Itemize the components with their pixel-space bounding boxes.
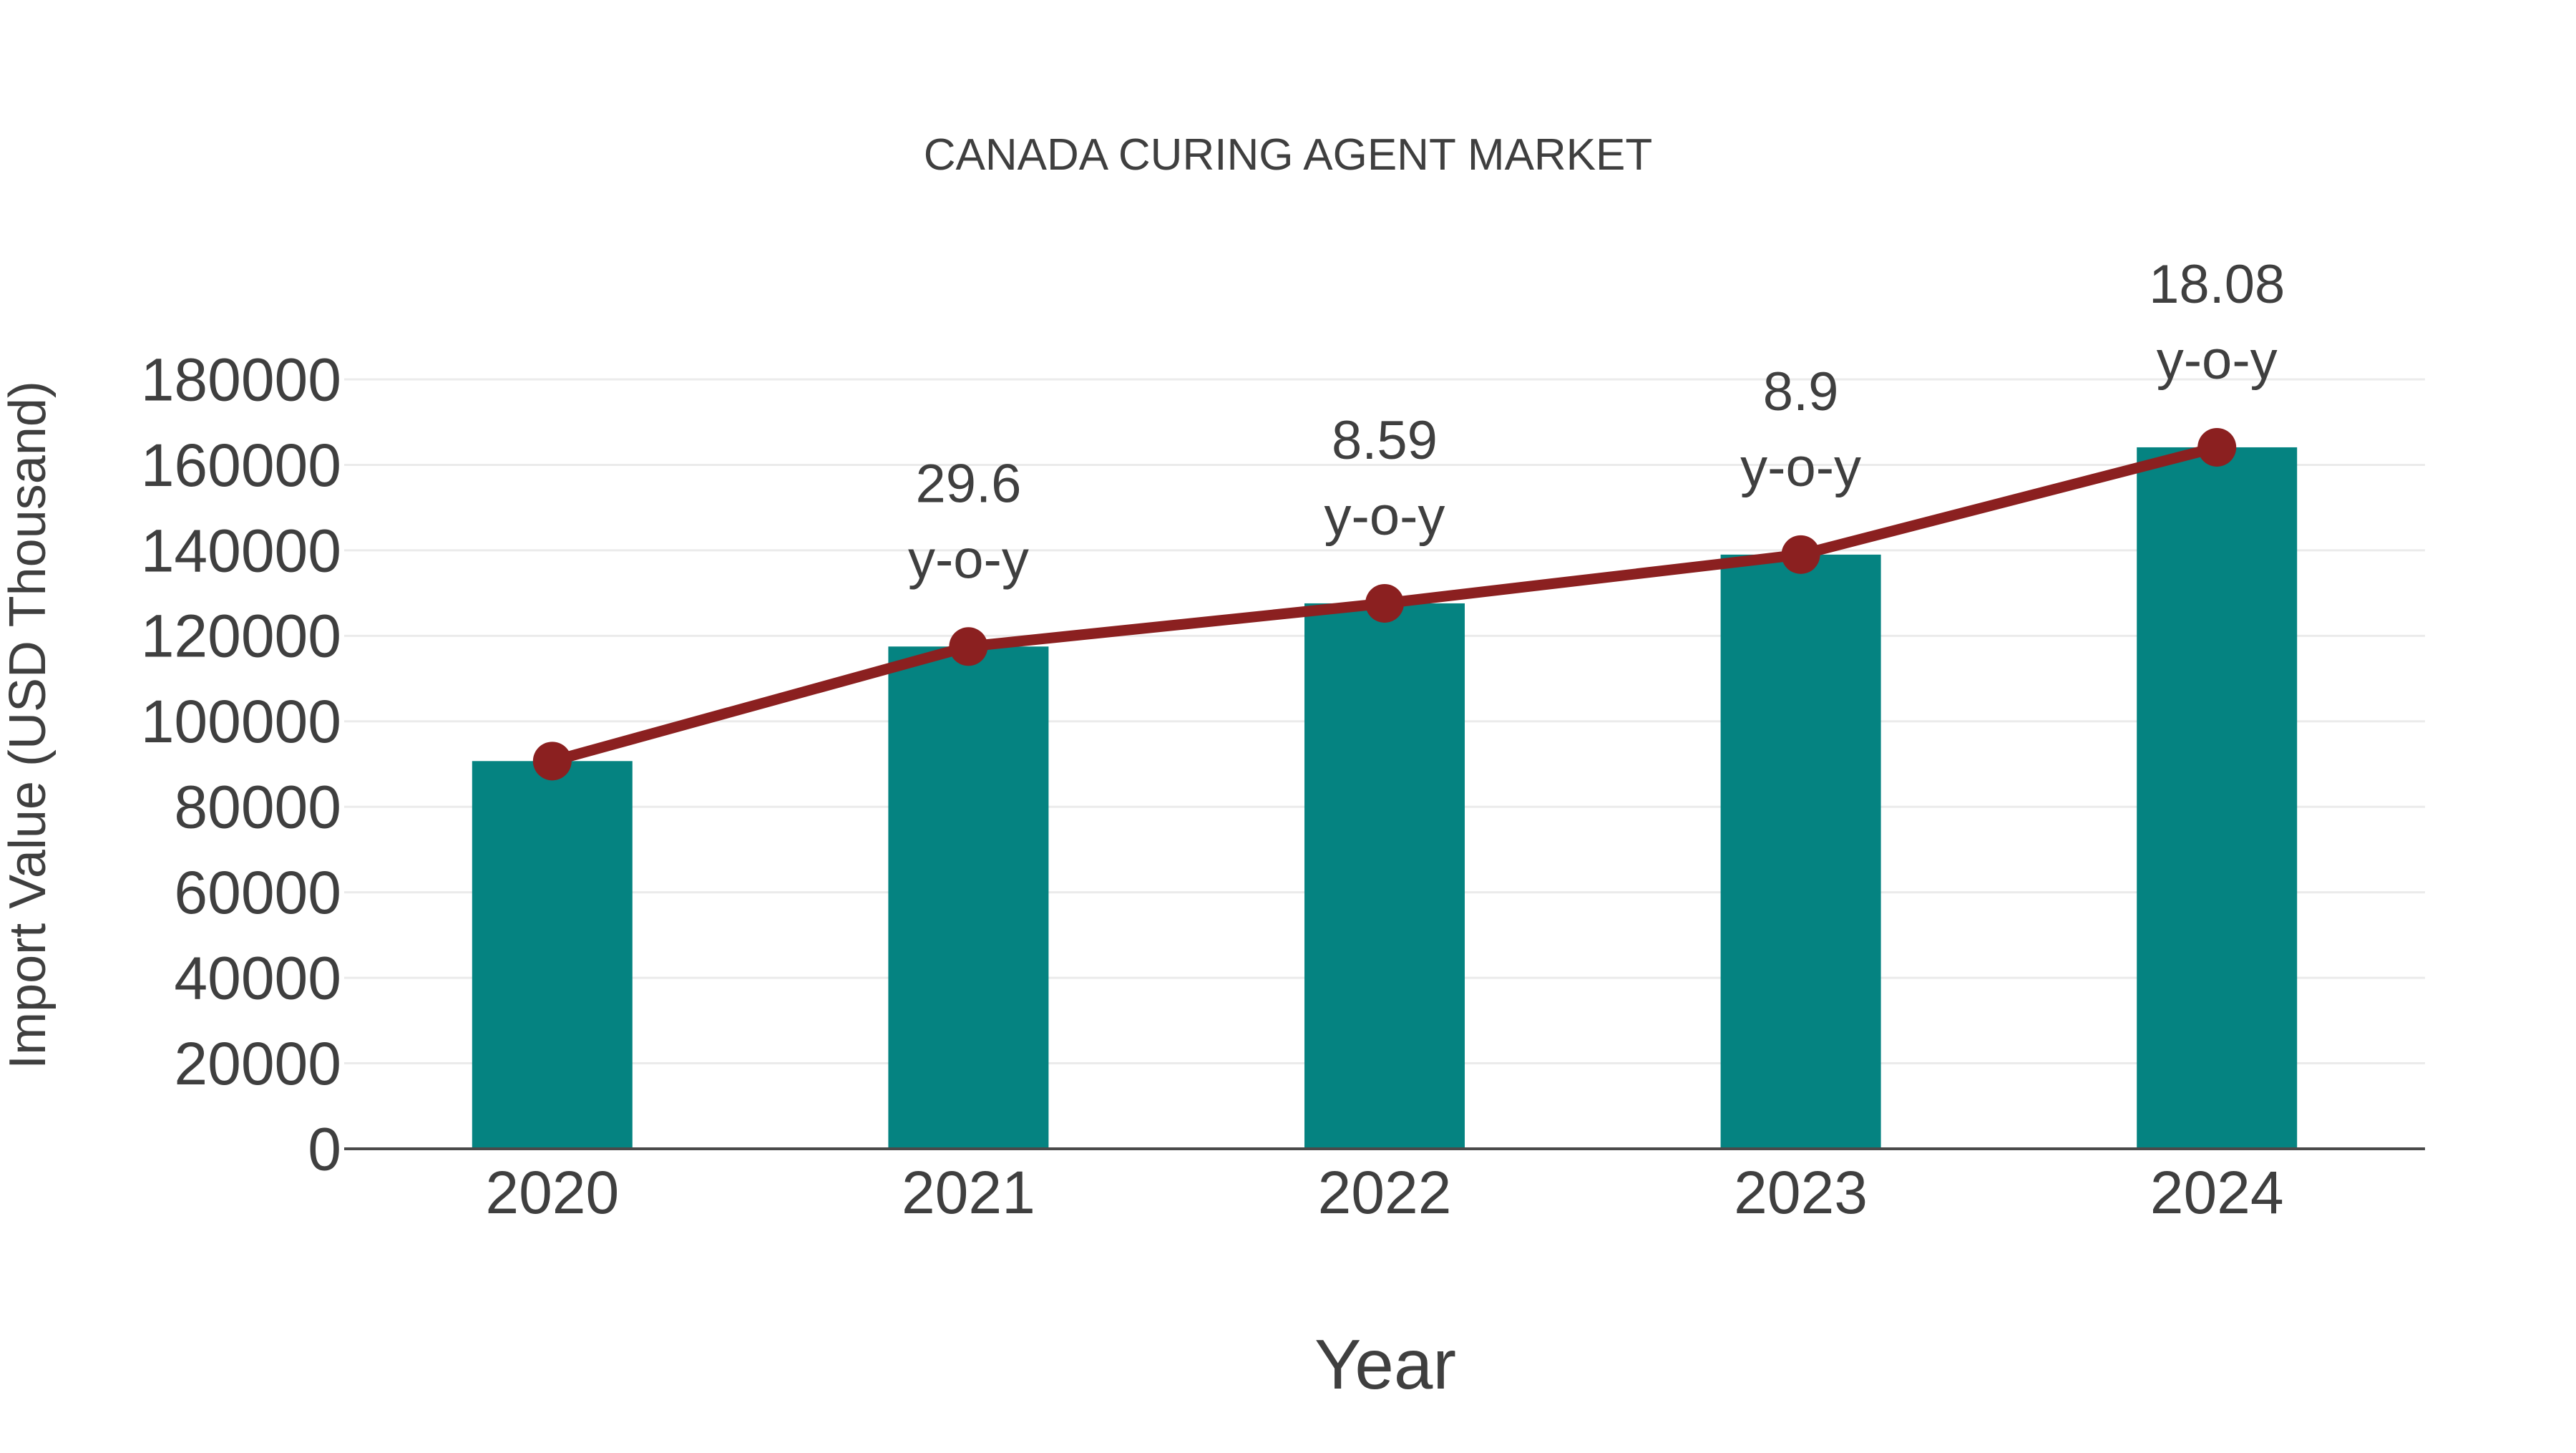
yoy-value-label: 8.59 [1332,410,1438,471]
line-marker-2020 [532,742,572,781]
yoy-suffix-label: y-o-y [1740,437,1861,498]
y-tick-label: 120000 [141,603,341,670]
yoy-value-label: 8.9 [1763,361,1839,422]
line-marker-2022 [1365,583,1404,623]
yoy-value-label: 18.08 [2149,254,2285,315]
line-marker-2024 [2197,427,2237,467]
y-tick-label: 160000 [141,432,341,499]
y-tick-labels: 0 20000 40000 60000 80000 100000 120000 140000 1… [141,346,341,1182]
yoy-suffix-label: y-o-y [2157,330,2278,391]
yoy-value-label: 29.6 [915,453,1021,514]
y-tick-label: 80000 [174,774,341,841]
y-tick-label: 0 [308,1115,341,1182]
bar-2023 [1720,554,1881,1149]
x-tick-label: 2020 [485,1159,619,1226]
y-tick-label: 20000 [174,1030,341,1097]
chart-title: CANADA CURING AGENT MARKET [924,130,1653,180]
bar-2022 [1304,603,1465,1149]
y-tick-label: 40000 [174,945,341,1012]
bar-2024 [2137,447,2298,1149]
yoy-suffix-label: y-o-y [1324,486,1445,547]
line-marker-2023 [1781,535,1820,574]
x-tick-labels: 2020 2021 2022 2023 2024 [485,1159,2283,1226]
y-tick-label: 100000 [141,688,341,755]
x-tick-label: 2023 [1734,1159,1868,1226]
line-series [532,427,2237,781]
bar-2020 [472,761,633,1149]
yoy-suffix-label: y-o-y [908,529,1029,590]
bar-2021 [888,646,1049,1149]
point-labels: 29.6 y-o-y 8.59 y-o-y 8.9 y-o-y 18.08 y-o-y [908,254,2285,590]
x-tick-label: 2024 [2150,1159,2284,1226]
line-marker-2021 [949,627,988,666]
bar-series [472,447,2298,1149]
y-tick-label: 140000 [141,517,341,584]
y-axis-title: Import Value (USD Thousand) [0,381,57,1069]
y-tick-label: 180000 [141,346,341,413]
x-tick-label: 2022 [1318,1159,1452,1226]
x-axis-title: Year [1314,1325,1456,1404]
y-tick-label: 60000 [174,859,341,926]
x-tick-label: 2021 [902,1159,1035,1226]
